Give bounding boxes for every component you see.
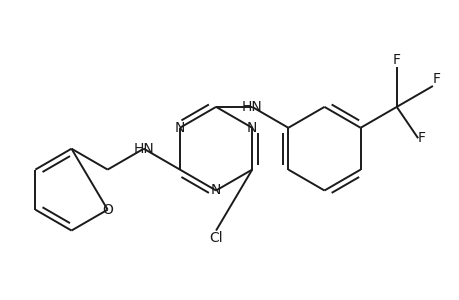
Text: N: N — [246, 121, 257, 135]
Text: F: F — [432, 72, 440, 86]
Text: HN: HN — [133, 142, 154, 156]
Text: HN: HN — [241, 100, 262, 114]
Text: N: N — [210, 184, 221, 197]
Text: Cl: Cl — [209, 231, 223, 244]
Text: F: F — [417, 131, 425, 145]
Text: O: O — [102, 203, 113, 217]
Text: F: F — [392, 53, 400, 67]
Text: N: N — [174, 121, 185, 135]
